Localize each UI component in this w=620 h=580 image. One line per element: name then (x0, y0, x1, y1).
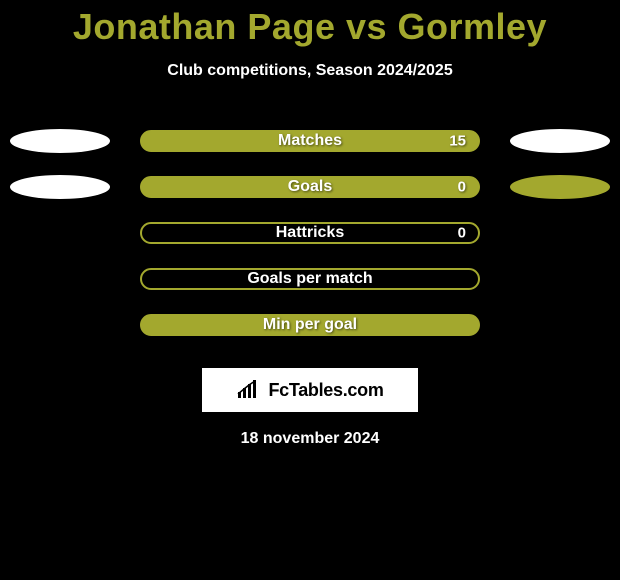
stat-value: 15 (449, 133, 466, 150)
page-subtitle: Club competitions, Season 2024/2025 (0, 62, 620, 80)
stat-label: Min per goal (142, 316, 478, 334)
stat-label: Hattricks (142, 224, 478, 242)
stat-bar: Goals per match (140, 268, 480, 290)
ellipse-left (10, 129, 110, 153)
stat-label: Goals per match (142, 270, 478, 288)
source-badge-text: FcTables.com (268, 380, 383, 401)
stat-row-goals-per-match: Goals per match (0, 256, 620, 302)
bar-chart-icon (236, 380, 262, 400)
comparison-rows: Matches 15 Goals 0 Hattricks 0 Goals per… (0, 118, 620, 348)
stat-row-hattricks: Hattricks 0 (0, 210, 620, 256)
stat-label: Goals (142, 178, 478, 196)
stat-row-matches: Matches 15 (0, 118, 620, 164)
stat-value: 0 (458, 225, 466, 242)
page-title: Jonathan Page vs Gormley (0, 0, 620, 48)
stat-bar: Goals 0 (140, 176, 480, 198)
stat-row-goals: Goals 0 (0, 164, 620, 210)
ellipse-right (510, 129, 610, 153)
ellipse-left (10, 175, 110, 199)
stat-bar: Hattricks 0 (140, 222, 480, 244)
stat-row-min-per-goal: Min per goal (0, 302, 620, 348)
stat-bar: Matches 15 (140, 130, 480, 152)
source-badge: FcTables.com (202, 368, 418, 412)
stat-value: 0 (458, 179, 466, 196)
footer-date: 18 november 2024 (0, 430, 620, 448)
stat-bar: Min per goal (140, 314, 480, 336)
stat-label: Matches (142, 132, 478, 150)
ellipse-right (510, 175, 610, 199)
